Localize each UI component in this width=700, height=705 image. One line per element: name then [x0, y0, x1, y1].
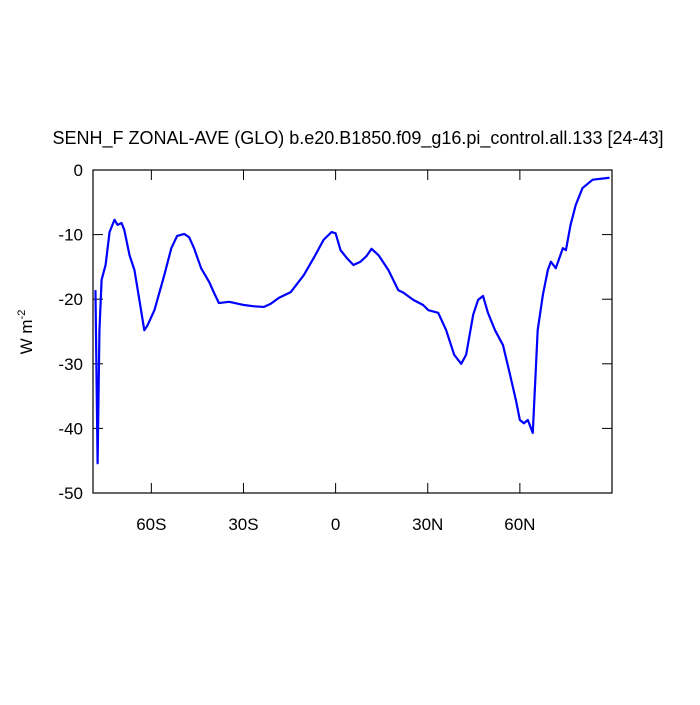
- y-tick-label: 0: [74, 161, 83, 180]
- y-tick-label: -20: [58, 290, 83, 309]
- x-tick-label: 30N: [412, 515, 443, 534]
- y-label-exponent: -2: [16, 310, 28, 320]
- y-tick-label: -40: [58, 419, 83, 438]
- x-tick-label: 60S: [136, 515, 166, 534]
- y-tick-label: -30: [58, 355, 83, 374]
- plot-frame: [92, 169, 613, 494]
- x-tick-label: 60N: [504, 515, 535, 534]
- y-axis-label: W m-2: [16, 310, 36, 355]
- chart-title: SENH_F ZONAL-AVE (GLO) b.e20.B1850.f09_g…: [53, 128, 664, 149]
- x-tick-label: 30S: [228, 515, 258, 534]
- y-tick-label: -10: [58, 226, 83, 245]
- y-label-base: W m: [17, 319, 36, 354]
- y-tick-label: -50: [58, 484, 83, 503]
- data-line: [94, 176, 610, 465]
- x-tick-label: 0: [331, 515, 340, 534]
